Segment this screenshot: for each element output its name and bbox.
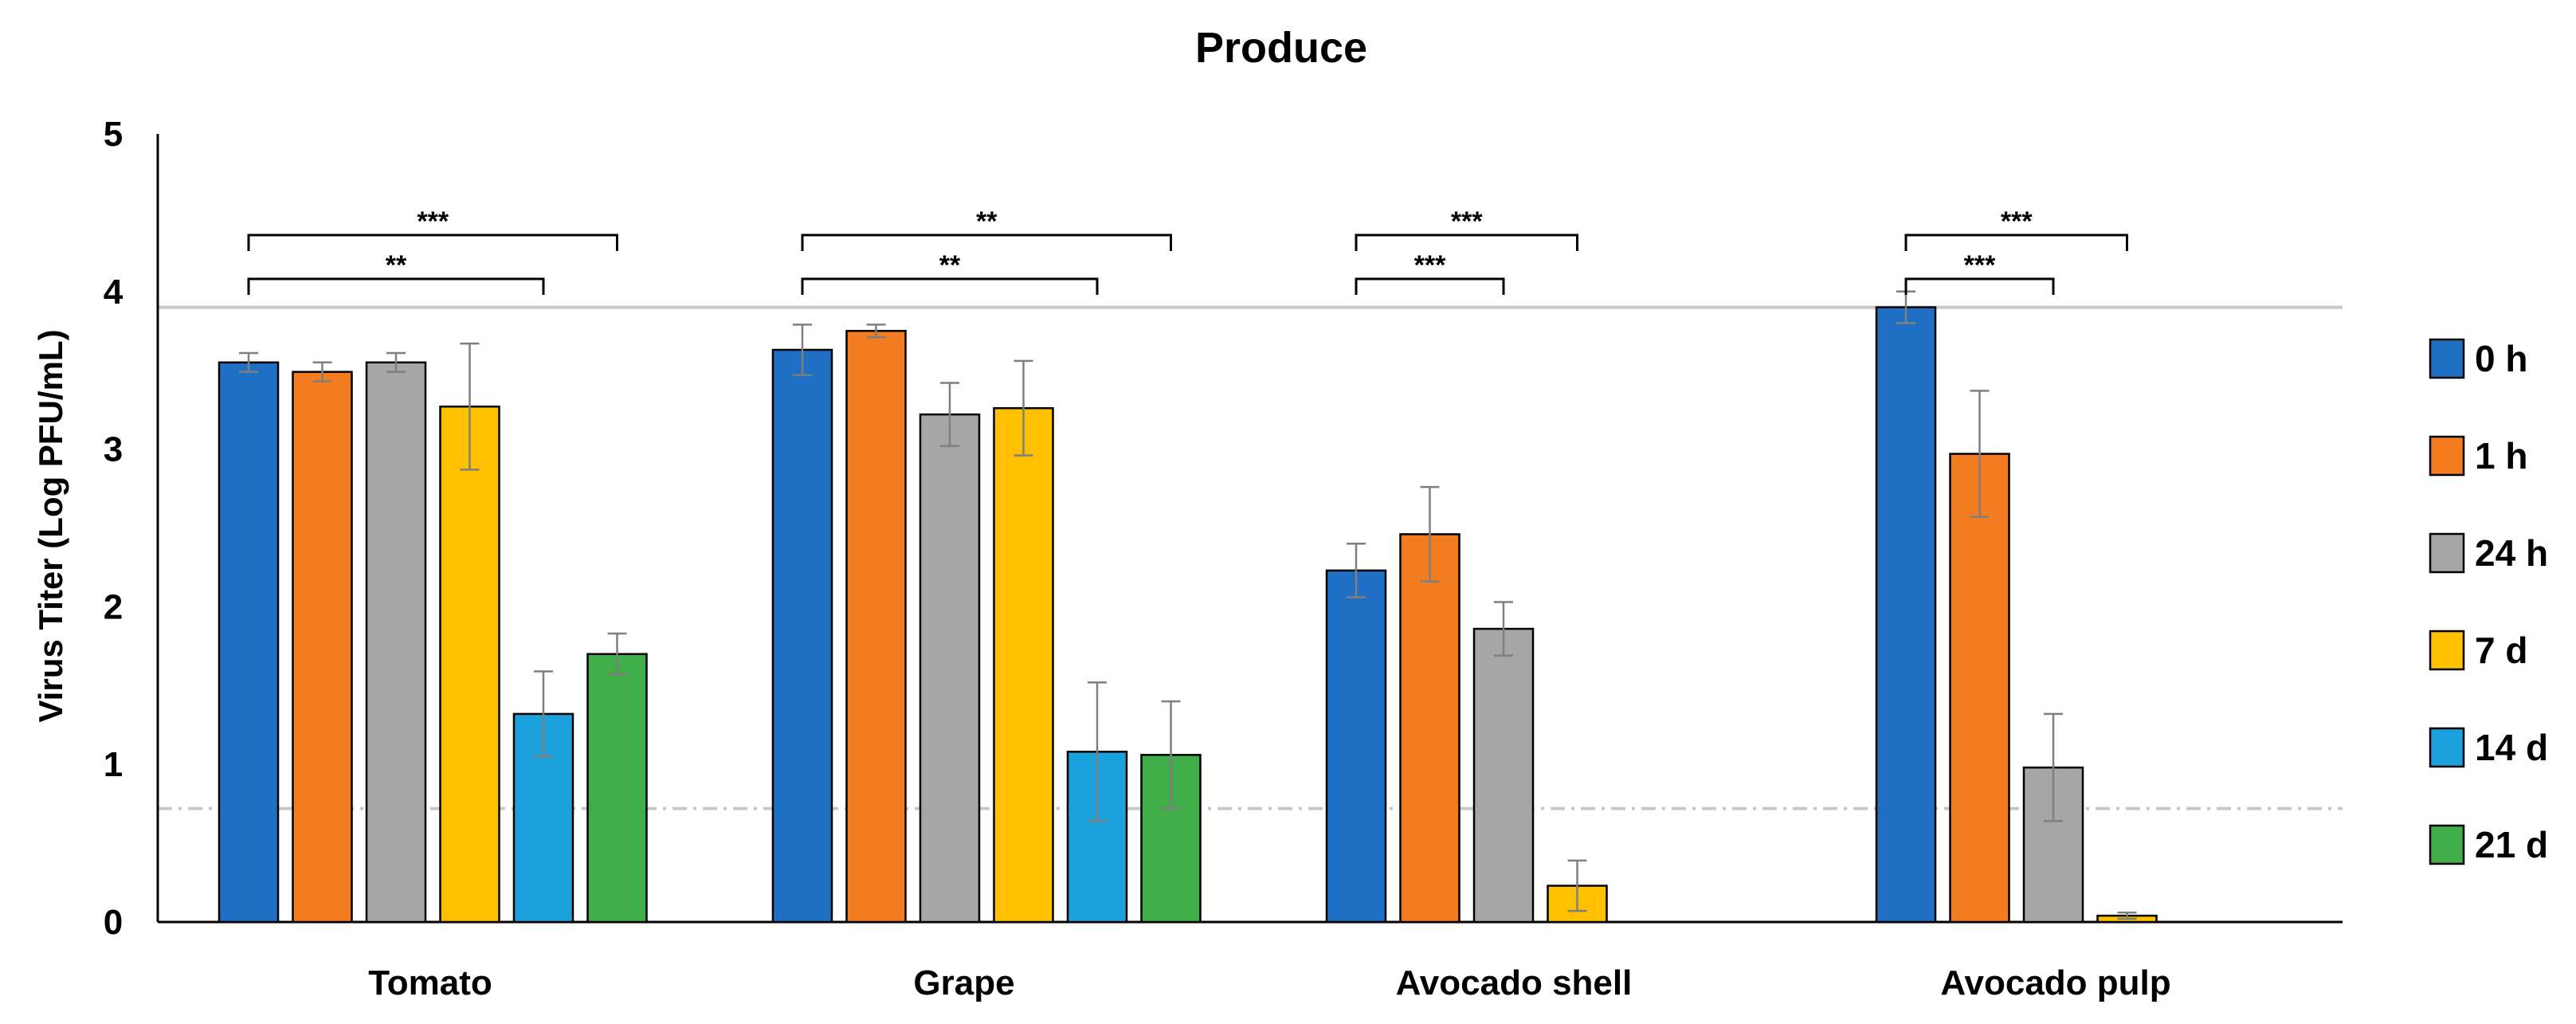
significance-label: *** xyxy=(2001,206,2033,237)
bar-24h-avocado-shell xyxy=(1472,627,1535,924)
legend-swatch xyxy=(2429,727,2465,768)
error-bar xyxy=(1088,681,1107,822)
bar-24h-grape xyxy=(919,413,981,924)
significance-bracket: *** xyxy=(1355,250,1505,295)
legend-swatch xyxy=(2429,824,2465,865)
category-label-avocado-pulp: Avocado pulp xyxy=(1940,963,2170,1002)
legend-item-21d: 21 d xyxy=(2429,824,2548,865)
error-bar xyxy=(866,324,886,339)
error-bar xyxy=(460,342,480,471)
significance-brackets: ********************* xyxy=(247,206,2128,295)
bar-0h-tomato xyxy=(218,361,280,924)
significance-bracket: ** xyxy=(801,250,1099,295)
error-bars xyxy=(239,290,2137,920)
significance-bracket: *** xyxy=(1904,250,2055,295)
legend-swatch xyxy=(2429,532,2465,574)
significance-label: *** xyxy=(417,206,449,237)
bar-1h-tomato xyxy=(292,371,353,924)
legend-swatch xyxy=(2429,435,2465,477)
y-axis-label: Virus Titer (Log PFU/mL) xyxy=(32,329,69,722)
legend-label: 24 h xyxy=(2475,532,2548,574)
significance-label: ** xyxy=(939,250,961,281)
legend-label: 7 d xyxy=(2475,630,2527,671)
legend-label: 14 d xyxy=(2475,727,2548,768)
y-tick-label: 0 xyxy=(104,903,123,942)
error-bar xyxy=(1420,485,1440,583)
category-label-avocado-shell: Avocado shell xyxy=(1396,963,1633,1002)
significance-label: ** xyxy=(386,250,407,281)
error-bar xyxy=(386,351,406,373)
category-label-grape: Grape xyxy=(913,963,1014,1002)
significance-bracket: ** xyxy=(801,206,1172,251)
bar-21d-tomato xyxy=(586,653,648,924)
legend-item-24h: 24 h xyxy=(2429,532,2548,574)
legend-item-1h: 1 h xyxy=(2429,435,2527,477)
y-tick-label: 4 xyxy=(104,273,124,312)
significance-label: *** xyxy=(1964,250,1996,281)
bars xyxy=(218,306,2158,924)
bar-1h-avocado-pulp xyxy=(1949,453,2010,924)
category-label-tomato: Tomato xyxy=(368,963,492,1002)
bar-7d-grape xyxy=(993,406,1054,924)
bar-7d-tomato xyxy=(439,405,500,924)
y-tick-label: 2 xyxy=(104,587,123,626)
legend-label: 0 h xyxy=(2475,338,2527,379)
legend-item-7d: 7 d xyxy=(2429,630,2527,671)
bar-24h-tomato xyxy=(365,361,427,924)
error-bar xyxy=(607,632,627,676)
error-bar xyxy=(1014,359,1033,457)
bar-1h-avocado-shell xyxy=(1399,533,1461,924)
error-bar xyxy=(1161,700,1181,810)
error-bar xyxy=(793,324,812,376)
error-bar xyxy=(534,670,553,758)
bar-0h-avocado-pulp xyxy=(1875,306,1937,924)
error-bar xyxy=(1970,390,1990,518)
significance-label: *** xyxy=(1414,250,1446,281)
y-tick-label: 3 xyxy=(104,430,123,469)
error-bar xyxy=(2117,911,2137,920)
legend-item-14d: 14 d xyxy=(2429,727,2548,768)
error-bar xyxy=(312,361,332,383)
legend: 0 h 1 h 24 h 7 d 14 d 21 d xyxy=(2429,338,2548,865)
error-bar xyxy=(239,351,258,373)
legend-item-0h: 0 h xyxy=(2429,338,2527,379)
y-tick-label: 5 xyxy=(104,115,123,154)
bar-0h-avocado-shell xyxy=(1325,569,1387,924)
error-bar xyxy=(2044,712,2063,822)
significance-label: ** xyxy=(976,206,998,237)
chart-title: Produce xyxy=(1195,24,1367,72)
category-labels: Tomato Grape Avocado shell Avocado pulp xyxy=(368,963,2170,1002)
error-bar xyxy=(1347,543,1366,598)
significance-bracket: *** xyxy=(1355,206,1578,251)
significance-bracket: ** xyxy=(247,250,545,295)
significance-label: *** xyxy=(1451,206,1483,237)
error-bar xyxy=(940,382,959,447)
error-bar xyxy=(1494,601,1513,657)
legend-swatch xyxy=(2429,338,2465,379)
y-tick-label: 1 xyxy=(104,745,123,784)
legend-swatch xyxy=(2429,630,2465,671)
bar-0h-grape xyxy=(771,348,833,924)
legend-label: 1 h xyxy=(2475,435,2527,477)
legend-label: 21 d xyxy=(2475,824,2548,865)
significance-bracket: *** xyxy=(247,206,618,251)
bar-1h-grape xyxy=(845,330,907,924)
significance-bracket: *** xyxy=(1904,206,2128,251)
error-bar xyxy=(1567,859,1587,912)
